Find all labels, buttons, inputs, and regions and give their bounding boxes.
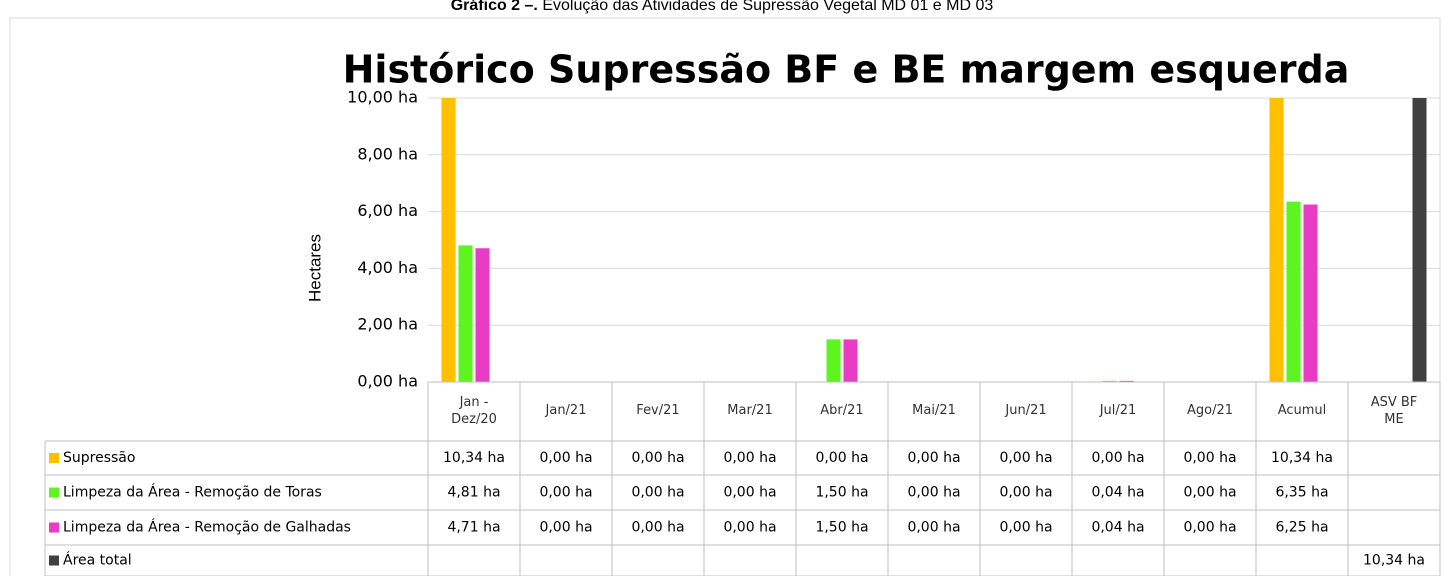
data-label: 0,04 ha (1091, 520, 1144, 536)
data-label: 10,34 ha (1363, 553, 1425, 569)
y-tick-label: 4,00 ha (357, 258, 418, 277)
chart-title: Histórico Supressão BF e BE margem esque… (343, 48, 1350, 92)
caption-text: Evolução das Atividades de Supressão Veg… (542, 0, 993, 14)
data-label: 0,00 ha (539, 520, 592, 536)
data-label: 0,00 ha (723, 485, 776, 501)
x-tick-cell: Jun/21 (1005, 403, 1047, 419)
bar (1303, 204, 1318, 382)
legend-label: Área total (63, 552, 132, 569)
legend-label: Supressão (63, 450, 135, 466)
x-tick-cell: Mar/21 (727, 403, 773, 419)
data-label: 10,34 ha (443, 450, 505, 466)
x-tick-label: Acumul (1277, 403, 1327, 419)
bar (1412, 98, 1427, 382)
data-label: 0,00 ha (631, 485, 684, 501)
data-label: 0,00 ha (815, 450, 868, 466)
x-tick-cell: Jan/21 (545, 403, 587, 419)
x-tick-label: Jan/21 (545, 403, 587, 419)
bar (1119, 380, 1134, 382)
legend-key (49, 522, 59, 533)
y-axis-label: Hectares (305, 234, 324, 302)
data-label: 0,00 ha (999, 485, 1052, 501)
data-label: 0,00 ha (999, 450, 1052, 466)
x-tick-label: ASV BF ME (1370, 394, 1418, 427)
data-label: 6,25 ha (1275, 520, 1328, 536)
data-label: 0,00 ha (631, 450, 684, 466)
x-tick-label: Fev/21 (636, 403, 680, 419)
data-label: 4,71 ha (447, 520, 500, 536)
x-tick-cell: Mai/21 (912, 403, 956, 419)
caption: Gráfico 2 –. Evolução das Atividades de … (451, 0, 994, 14)
bar (1286, 201, 1301, 382)
legend-key (49, 453, 59, 463)
data-label: 0,00 ha (539, 485, 592, 501)
x-tick-label: Jul/21 (1099, 403, 1137, 419)
legend-key (49, 555, 59, 566)
x-tick-label: Abr/21 (820, 403, 864, 419)
y-tick-label: 0,00 ha (357, 372, 418, 391)
bar (441, 98, 456, 382)
x-tick-cell: Jan - Dez/20 (451, 394, 497, 427)
data-label: 10,34 ha (1271, 450, 1333, 466)
legend-label: Limpeza da Área - Remoção de Galhadas (63, 519, 351, 536)
x-tick-label: Ago/21 (1186, 403, 1234, 419)
bar (1102, 380, 1117, 382)
bar (475, 248, 490, 382)
x-tick-label: Jun/21 (1005, 403, 1047, 419)
y-tick-label: 10,00 ha (347, 88, 418, 107)
data-label: 0,00 ha (1183, 520, 1236, 536)
data-label: 0,00 ha (1183, 450, 1236, 466)
y-tick-label: 6,00 ha (357, 201, 418, 220)
x-tick-cell: Acumul (1277, 403, 1327, 419)
data-label: 0,00 ha (1183, 485, 1236, 501)
x-tick-label: Jan - Dez/20 (451, 394, 497, 427)
legend-key (49, 487, 59, 498)
data-label: 0,00 ha (1091, 450, 1144, 466)
bar (458, 245, 473, 382)
data-label: 1,50 ha (815, 520, 868, 536)
chart-frame (9, 17, 1441, 576)
x-tick-cell: Ago/21 (1186, 403, 1234, 419)
data-label: 0,00 ha (907, 520, 960, 536)
data-label: 0,00 ha (907, 450, 960, 466)
data-label: 1,50 ha (815, 485, 868, 501)
legend-label: Limpeza da Área - Remoção de Toras (63, 484, 322, 501)
x-tick-cell: Fev/21 (636, 403, 680, 419)
y-tick-label: 8,00 ha (357, 144, 418, 163)
data-label: 0,00 ha (723, 450, 776, 466)
data-label: 0,00 ha (999, 520, 1052, 536)
bar (1269, 98, 1284, 382)
x-tick-label: Mai/21 (912, 403, 956, 419)
data-label: 0,00 ha (907, 485, 960, 501)
x-tick-label: Mar/21 (727, 403, 773, 419)
data-label: 0,00 ha (723, 520, 776, 536)
data-label: 6,35 ha (1275, 485, 1328, 501)
y-tick-label: 2,00 ha (357, 315, 418, 334)
data-label: 0,04 ha (1091, 485, 1144, 501)
x-tick-cell: Abr/21 (820, 403, 864, 419)
data-label: 0,00 ha (631, 520, 684, 536)
data-label: 4,81 ha (447, 485, 500, 501)
plot-area (441, 98, 1427, 382)
caption-label: Gráfico 2 –. (451, 0, 538, 14)
bar (826, 339, 841, 382)
x-tick-cell: ASV BF ME (1370, 394, 1418, 427)
bar (843, 339, 858, 382)
x-tick-cell: Jul/21 (1099, 403, 1137, 419)
data-label: 0,00 ha (539, 450, 592, 466)
